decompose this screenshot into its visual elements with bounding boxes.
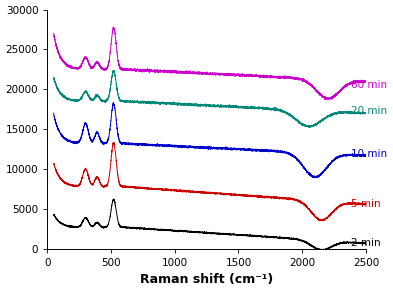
X-axis label: Raman shift (cm⁻¹): Raman shift (cm⁻¹)	[140, 273, 273, 286]
Text: 2 min: 2 min	[351, 238, 380, 248]
Text: 5 min: 5 min	[351, 199, 380, 209]
Text: 20 min: 20 min	[351, 107, 387, 117]
Text: 60 min: 60 min	[351, 80, 387, 90]
Text: 10 min: 10 min	[351, 149, 387, 159]
